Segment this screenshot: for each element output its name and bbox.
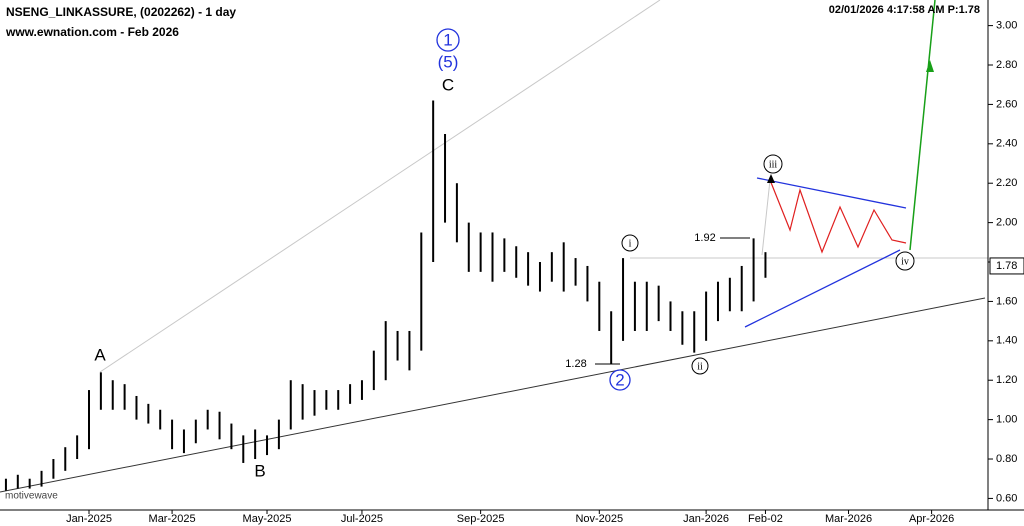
wave-label: i xyxy=(629,238,632,249)
y-tick-label: 1.00 xyxy=(996,414,1017,426)
triangle-upper xyxy=(756,177,907,209)
wave-label: A xyxy=(94,345,106,364)
channel-line xyxy=(99,0,661,373)
wave-label: iv xyxy=(901,256,909,267)
timestamp: 02/01/2026 4:17:58 AM P:1.78 xyxy=(829,4,980,16)
projection-zigzag xyxy=(769,179,907,254)
wave-label: ii xyxy=(697,361,703,372)
projection-line xyxy=(761,179,771,256)
trend-line xyxy=(0,297,986,493)
wave-label: (5) xyxy=(438,52,459,71)
x-tick-label: Mar-2026 xyxy=(825,513,872,525)
chart-title: NSENG_LINKASSURE, (0202262) - 1 day xyxy=(6,5,236,19)
x-tick-label: Jan-2026 xyxy=(683,513,729,525)
y-tick-label: 1.60 xyxy=(996,295,1017,307)
wave-circle xyxy=(691,357,709,375)
wave-label: 2 xyxy=(615,370,624,389)
price-label: 1.78 xyxy=(996,260,1017,272)
subtitle: www.ewnation.com - Feb 2026 xyxy=(5,25,179,39)
y-tick-label: 1.20 xyxy=(996,374,1017,386)
arrow xyxy=(767,174,775,183)
wave-label: 1 xyxy=(443,30,452,49)
y-tick-label: 3.00 xyxy=(996,20,1017,32)
x-tick-label: Apr-2026 xyxy=(909,513,954,525)
wave-circle xyxy=(763,154,783,174)
y-tick-label: 2.80 xyxy=(996,59,1017,71)
x-tick-label: Mar-2025 xyxy=(149,513,196,525)
y-tick-label: 0.80 xyxy=(996,453,1017,465)
wave-circle xyxy=(895,251,915,271)
wave-circle xyxy=(436,28,460,52)
y-tick-label: 1.40 xyxy=(996,335,1017,347)
wave-label: C xyxy=(442,75,454,94)
x-tick-label: Sep-2025 xyxy=(457,513,505,525)
watermark: motivewave xyxy=(5,491,58,502)
arrow xyxy=(926,60,934,72)
x-tick-label: Jan-2025 xyxy=(66,513,112,525)
price-note: 1.28 xyxy=(565,358,586,370)
wave-label: iii xyxy=(769,159,778,170)
y-tick-label: 2.60 xyxy=(996,98,1017,110)
y-tick-label: 0.60 xyxy=(996,492,1017,504)
x-tick-label: Nov-2025 xyxy=(575,513,623,525)
triangle-lower xyxy=(744,249,901,328)
y-tick-label: 2.20 xyxy=(996,177,1017,189)
price-note: 1.92 xyxy=(694,232,715,244)
wave-label: B xyxy=(254,461,265,480)
wave-circle xyxy=(621,234,639,252)
y-tick-label: 2.40 xyxy=(996,138,1017,150)
projection-up xyxy=(909,0,936,251)
x-tick-label: May-2025 xyxy=(243,513,292,525)
x-tick-label: Jul-2025 xyxy=(341,513,383,525)
price-box xyxy=(989,257,1024,275)
x-tick-label: Feb-02 xyxy=(748,513,783,525)
wave-circle xyxy=(609,369,631,391)
y-tick-label: 2.00 xyxy=(996,217,1017,229)
